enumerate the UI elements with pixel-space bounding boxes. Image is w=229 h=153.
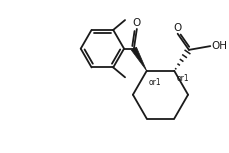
Text: or1: or1 [148, 78, 161, 87]
Text: or1: or1 [175, 74, 188, 83]
Text: OH: OH [210, 41, 226, 51]
Text: O: O [132, 18, 140, 28]
Polygon shape [131, 47, 146, 71]
Text: O: O [173, 23, 181, 33]
